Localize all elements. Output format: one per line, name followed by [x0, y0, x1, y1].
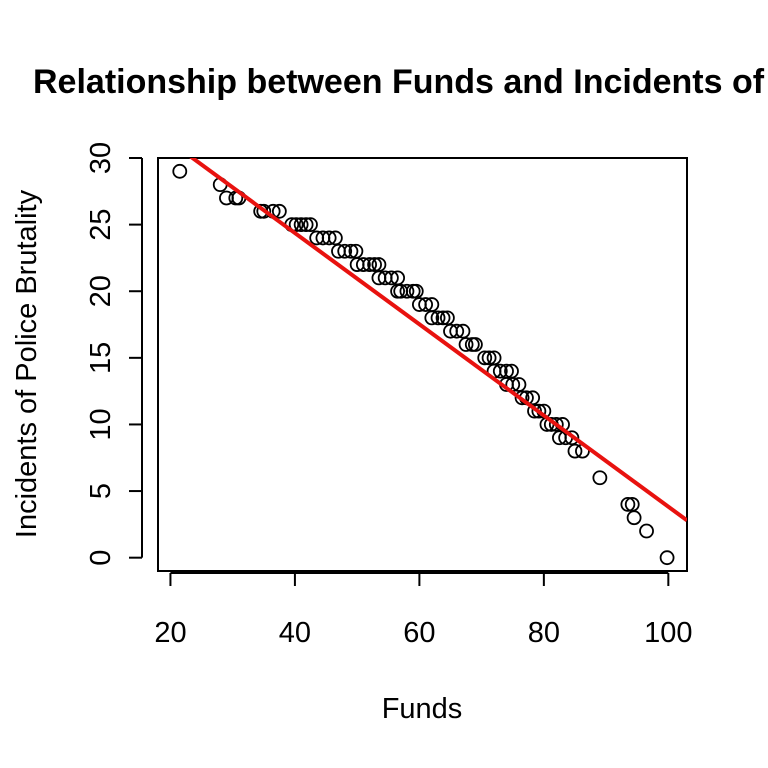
data-point: [467, 337, 483, 352]
y-axis-label: Incidents of Police Brutality: [11, 189, 43, 538]
y-tick-label: 30: [85, 142, 117, 174]
x-axis-label: Funds: [382, 693, 463, 725]
data-point: [418, 297, 434, 312]
y-tick-label: 10: [85, 408, 117, 440]
data-point: [424, 310, 440, 326]
data-point: [321, 230, 337, 246]
data-point: [481, 350, 497, 366]
y-tick-label: 25: [85, 208, 117, 240]
data-point: [439, 310, 455, 326]
y-tick-label: 15: [85, 342, 117, 374]
data-point: [383, 270, 399, 286]
data-point: [449, 323, 465, 339]
data-point: [659, 550, 675, 566]
data-point: [399, 283, 415, 299]
data-point: [256, 203, 272, 219]
x-tick-label: 100: [644, 617, 692, 649]
plot-frame: [157, 157, 688, 572]
data-point: [531, 403, 547, 419]
data-point: [492, 363, 508, 379]
data-point: [511, 377, 527, 392]
data-point: [288, 217, 304, 233]
regression-line-group: [189, 158, 687, 522]
data-point: [548, 417, 564, 432]
data-point: [367, 257, 382, 272]
data-point: [327, 230, 343, 246]
data-point: [172, 163, 188, 179]
data-point: [626, 510, 642, 526]
data-point: [293, 217, 309, 233]
data-point: [564, 430, 580, 446]
data-point: [343, 243, 359, 259]
y-tick-label: 20: [85, 275, 117, 307]
data-point: [620, 496, 636, 512]
data-point: [477, 350, 493, 366]
data-point: [567, 443, 583, 459]
y-tick-label: 5: [85, 483, 117, 499]
x-tick-label: 80: [528, 617, 560, 649]
data-point: [271, 203, 287, 219]
data-points: [172, 163, 675, 566]
data-point: [592, 470, 608, 486]
x-tick-label: 40: [279, 617, 311, 649]
data-point: [337, 243, 353, 259]
data-point: [362, 257, 378, 272]
data-point: [355, 257, 371, 272]
axes: 20 40 60 80 100 0 5 10 15 20 25 30: [85, 142, 693, 649]
data-point: [303, 217, 318, 233]
data-point: [639, 523, 654, 539]
chart-title: Relationship between Funds and Incidents…: [33, 63, 768, 101]
x-tick-label: 20: [154, 617, 186, 649]
data-point: [430, 310, 446, 326]
data-point: [455, 323, 471, 339]
data-point: [458, 337, 474, 352]
data-point: [298, 217, 314, 233]
data-point: [408, 283, 424, 299]
y-tick-label: 0: [85, 550, 117, 566]
regression-line: [189, 158, 687, 522]
x-tick-label: 60: [403, 617, 435, 649]
data-point: [514, 390, 530, 406]
data-point: [435, 310, 451, 326]
